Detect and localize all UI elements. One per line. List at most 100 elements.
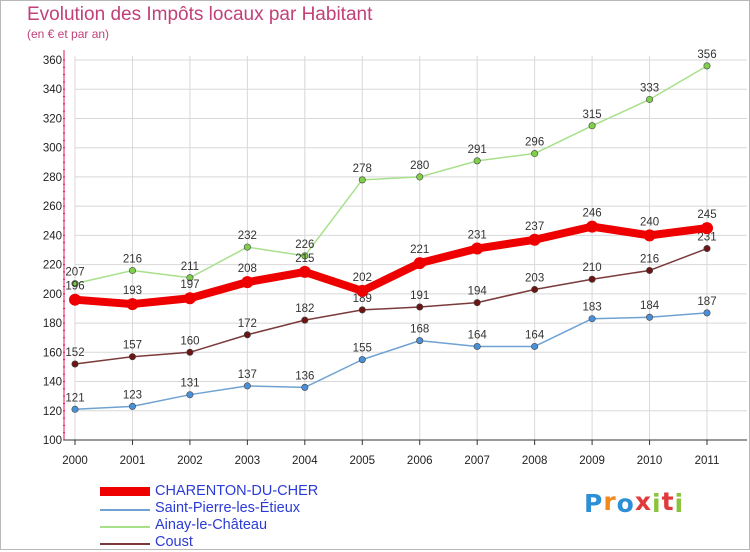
data-point [646, 95, 654, 103]
logo-letter: i [652, 489, 662, 518]
x-tick-label: 2004 [292, 455, 318, 467]
chart-subtitle: (en € et par an) [27, 27, 110, 41]
data-label: 246 [582, 208, 601, 220]
data-label: 315 [582, 109, 601, 121]
data-point [128, 353, 136, 361]
data-label: 136 [295, 370, 314, 382]
data-point [243, 243, 251, 251]
plot-area [75, 56, 711, 440]
data-point [183, 292, 196, 305]
data-label: 123 [123, 389, 142, 401]
data-point [471, 242, 484, 255]
data-point [531, 285, 539, 293]
data-label: 231 [468, 230, 487, 242]
data-point [703, 245, 711, 253]
data-label: 191 [410, 290, 429, 302]
legend-label-ainay: Ainay-le-Château [155, 517, 268, 533]
data-label: 291 [468, 144, 487, 156]
data-label: 245 [697, 209, 716, 221]
data-point [126, 298, 139, 311]
data-label: 155 [353, 343, 372, 355]
data-point [528, 233, 541, 246]
data-label: 187 [697, 296, 716, 308]
data-label: 160 [180, 335, 199, 347]
data-point [643, 229, 656, 242]
data-label: 184 [640, 300, 660, 312]
data-point [358, 306, 366, 314]
data-label: 231 [697, 232, 716, 244]
data-label: 208 [238, 263, 257, 275]
y-tick-label: 180 [43, 318, 62, 330]
data-label: 152 [65, 347, 84, 359]
data-label: 240 [640, 216, 659, 228]
series-line-1 [74, 312, 708, 411]
data-point [358, 176, 366, 184]
data-point [128, 266, 136, 274]
data-label: 202 [353, 272, 372, 284]
legend-swatch-ainay [100, 526, 150, 528]
data-label: 121 [65, 392, 84, 404]
chart-title: Evolution des Impôts locaux par Habitant [27, 4, 373, 25]
y-tick-label: 280 [43, 172, 62, 184]
data-label: 210 [582, 262, 601, 274]
data-label: 226 [295, 239, 314, 251]
y-tick-label: 240 [43, 230, 62, 242]
data-label: 237 [525, 221, 544, 233]
y-tick-label: 160 [43, 347, 62, 359]
y-tick-label: 320 [43, 113, 62, 125]
y-tick-label: 200 [43, 289, 62, 301]
data-label: 278 [353, 163, 372, 175]
data-point [69, 293, 81, 306]
data-point [701, 222, 713, 235]
logo-letter: x [634, 487, 652, 516]
x-tick-label: 2011 [695, 455, 720, 467]
logo-letter: o [616, 489, 635, 518]
series-line-0 [71, 222, 711, 309]
data-point [586, 220, 599, 233]
data-point [128, 402, 136, 410]
legend-swatch-coust [100, 543, 150, 545]
data-point [186, 274, 194, 282]
data-label: 189 [353, 293, 372, 305]
y-tick-label: 300 [43, 143, 62, 155]
data-point [416, 173, 424, 181]
data-point [301, 383, 309, 391]
data-point [356, 284, 369, 297]
y-tick-label: 260 [43, 201, 62, 213]
data-point [473, 299, 481, 307]
logo-letter: r [603, 487, 617, 516]
data-point [71, 360, 79, 368]
data-point [186, 391, 194, 399]
legend-swatch-saint-pierre [100, 509, 150, 511]
data-point [416, 337, 424, 345]
data-label: 193 [123, 285, 142, 297]
y-tick-label: 340 [43, 84, 62, 96]
x-tick-label: 2008 [522, 455, 548, 467]
data-point [301, 316, 309, 324]
legend-label-charenton: CHARENTON-DU-CHER [155, 483, 319, 499]
data-label: 183 [582, 302, 601, 314]
data-label: 215 [295, 253, 314, 265]
data-label: 211 [181, 261, 199, 273]
data-label: 216 [123, 253, 142, 265]
x-tick-label: 2007 [464, 455, 490, 467]
x-tick-label: 2009 [579, 455, 605, 467]
data-point [298, 265, 311, 278]
data-label: 296 [525, 137, 544, 149]
data-point [241, 276, 254, 289]
logo-letter: t [661, 487, 675, 516]
data-label: 168 [410, 324, 429, 336]
data-point [71, 280, 79, 288]
data-label: 157 [123, 340, 142, 352]
data-label: 197 [180, 279, 199, 291]
x-tick-label: 2001 [120, 455, 146, 467]
data-label: 131 [180, 378, 199, 390]
data-point [358, 356, 366, 364]
data-label: 203 [525, 272, 544, 284]
x-tick-label: 2006 [407, 455, 433, 467]
data-label: 232 [238, 230, 257, 242]
data-label: 164 [468, 329, 488, 341]
data-label: 196 [65, 281, 84, 293]
logo-letter: i [674, 489, 685, 518]
logo-letter: P [584, 489, 604, 518]
